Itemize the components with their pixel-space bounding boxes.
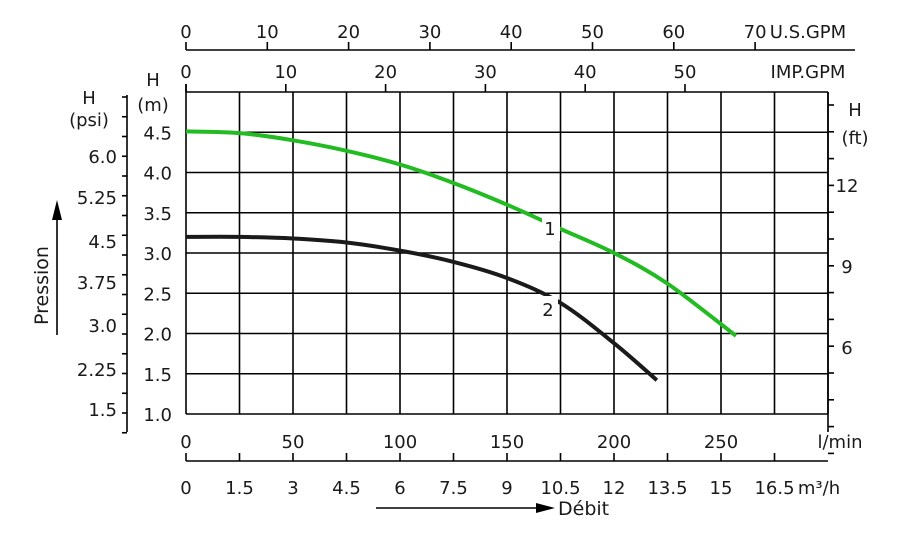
x-tick-m3h: 6 xyxy=(394,478,405,499)
y-title-psi-h: H xyxy=(82,88,96,109)
usgpm-unit: U.S.GPM xyxy=(770,22,846,43)
y-tick-m: 1.5 xyxy=(143,365,172,386)
impgpm-tick: 30 xyxy=(474,62,497,83)
y-tick-ft: 9 xyxy=(841,257,852,278)
impgpm-tick: 50 xyxy=(674,62,697,83)
x-tick-lmin: 50 xyxy=(282,432,305,453)
series-1-label-bg xyxy=(542,215,560,241)
x-tick-m3h: 13.5 xyxy=(647,478,687,499)
y-tick-m: 4.5 xyxy=(143,123,172,144)
x-tick-m3h: 4.5 xyxy=(332,478,361,499)
y-title-ft-h: H xyxy=(848,100,862,121)
usgpm-tick: 10 xyxy=(256,22,279,43)
impgpm-tick: 40 xyxy=(574,62,597,83)
x-tick-lmin: 0 xyxy=(180,432,191,453)
y-tick-psi: 5.25 xyxy=(77,188,117,209)
y-tick-psi: 2.25 xyxy=(77,360,117,381)
y-tick-m: 4.0 xyxy=(143,164,172,185)
series-layer xyxy=(185,129,738,382)
y-tick-m: 2.0 xyxy=(143,325,172,346)
y-tick-m: 3.5 xyxy=(143,204,172,225)
usgpm-tick: 70 xyxy=(744,22,767,43)
pression-arrow-head xyxy=(52,200,62,220)
x-unit-m3h: m³/h xyxy=(798,478,840,499)
x-tick-m3h: 16.5 xyxy=(754,478,794,499)
series-1-label: 1 xyxy=(544,219,555,240)
impgpm-tick: 10 xyxy=(274,62,297,83)
y-tick-m: 2.5 xyxy=(143,284,172,305)
x-axis-label: Débit xyxy=(558,498,609,520)
series-2-label: 2 xyxy=(542,300,553,321)
x-tick-m3h: 1.5 xyxy=(225,478,254,499)
y-tick-psi: 6.0 xyxy=(88,147,117,168)
axes xyxy=(52,42,855,513)
x-tick-m3h: 3 xyxy=(287,478,298,499)
series-1-line xyxy=(185,129,738,338)
y-tick-ft: 6 xyxy=(841,338,852,359)
impgpm-tick: 20 xyxy=(374,62,397,83)
x-tick-m3h: 9 xyxy=(501,478,512,499)
y-tick-psi: 1.5 xyxy=(88,400,117,421)
x-tick-lmin: 100 xyxy=(383,432,417,453)
usgpm-tick: 40 xyxy=(500,22,523,43)
y-title-m-h: H xyxy=(146,70,160,91)
y-tick-ft: 12 xyxy=(836,176,859,197)
x-tick-lmin: 200 xyxy=(597,432,631,453)
x-unit-lmin: l/min xyxy=(817,432,862,453)
impgpm-unit: IMP.GPM xyxy=(771,62,846,83)
series-2-label-bg xyxy=(540,296,558,322)
x-tick-m3h: 10.5 xyxy=(540,478,580,499)
series-2-line xyxy=(185,234,659,382)
x-tick-lmin: 250 xyxy=(704,432,738,453)
y-tick-psi: 3.0 xyxy=(88,316,117,337)
usgpm-tick: 60 xyxy=(662,22,685,43)
debit-arrow-head xyxy=(536,503,555,513)
usgpm-tick: 30 xyxy=(418,22,441,43)
x-tick-m3h: 15 xyxy=(710,478,733,499)
y-title-psi-unit: (psi) xyxy=(69,110,109,131)
usgpm-tick: 50 xyxy=(581,22,604,43)
y-tick-psi: 4.5 xyxy=(88,232,117,253)
usgpm-tick: 20 xyxy=(337,22,360,43)
x-tick-m3h: 7.5 xyxy=(439,478,468,499)
y-tick-psi: 3.75 xyxy=(77,273,117,294)
y-title-m-unit: (m) xyxy=(137,95,169,116)
x-tick-lmin: 150 xyxy=(490,432,524,453)
x-tick-m3h: 12 xyxy=(603,478,626,499)
y-title-ft-unit: (ft) xyxy=(841,128,868,149)
y-tick-m: 1.0 xyxy=(143,405,172,426)
usgpm-tick: 0 xyxy=(180,22,191,43)
y-axis-label: Pression xyxy=(31,246,53,325)
y-tick-m: 3.0 xyxy=(143,244,172,265)
x-tick-m3h: 0 xyxy=(180,478,191,499)
impgpm-tick: 0 xyxy=(180,62,191,83)
